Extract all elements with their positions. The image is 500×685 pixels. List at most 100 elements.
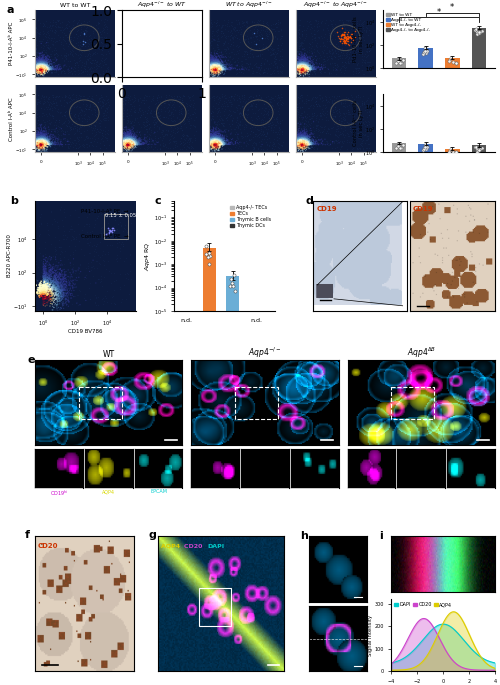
Point [215,145,223,155]
Point [303,136,311,147]
Point [359,117,367,128]
Point [26,64,34,75]
Point [39,136,47,147]
Point [212,63,220,74]
Point [36,138,44,149]
Point [125,136,133,147]
Point [211,49,219,60]
Point [126,132,134,142]
Point [32,138,40,149]
Point [209,137,217,148]
Point [301,122,309,133]
Point [354,67,362,78]
Point [300,61,308,72]
Point [210,64,218,75]
Point [300,58,308,68]
Point [104,66,112,77]
Point [32,139,40,150]
Point [48,89,56,100]
Point [64,49,72,60]
Point [120,129,128,140]
Point [44,62,52,73]
Point [302,25,310,36]
Point [121,138,129,149]
Point [300,64,308,75]
Point [136,62,144,73]
Point [126,129,134,140]
Point [295,132,303,143]
Point [296,140,304,151]
Point [274,138,282,149]
Point [181,109,189,120]
Point [122,235,130,246]
Point [296,64,304,75]
Point [261,103,269,114]
Point [342,50,350,61]
Point [85,64,93,75]
Point [40,282,48,293]
Point [126,63,134,74]
Point [50,144,58,155]
Point [24,62,32,73]
Point [302,138,310,149]
Point [38,284,46,295]
Point [40,285,48,296]
Point [42,62,50,73]
Point [213,139,221,150]
Point [57,285,65,296]
Point [300,138,308,149]
Point [38,58,46,69]
Point [76,107,84,118]
Point [256,46,264,57]
Point [132,139,140,150]
Point [205,136,213,147]
Point [211,137,219,148]
Point [52,278,60,289]
Point [50,282,58,292]
Point [162,140,170,151]
Point [123,62,131,73]
Point [40,281,48,292]
Point [184,51,192,62]
Point [220,64,228,75]
Point [117,137,125,148]
Point [121,59,129,70]
Point [54,106,62,117]
Point [54,292,62,303]
Point [212,137,220,148]
Point [289,141,297,152]
Point [69,282,77,292]
Point [118,59,126,70]
Point [216,64,224,75]
Point [54,124,62,135]
Point [124,124,132,135]
Point [43,136,51,147]
Point [23,136,31,147]
Point [214,64,222,75]
Point [298,130,306,141]
Point [354,47,362,58]
Point [342,62,349,73]
Point [210,134,218,145]
Point [96,271,104,282]
Point [35,56,43,67]
Point [100,55,108,66]
Point [262,43,270,54]
Point [148,27,156,38]
Point [274,42,282,53]
Point [172,136,180,147]
Point [29,129,37,140]
Point [40,282,48,292]
Point [294,137,302,148]
Point [295,142,303,153]
Point [340,29,347,40]
Point [238,55,246,66]
Point [37,64,45,75]
Point [132,61,140,72]
Point [274,105,282,116]
Point [103,136,111,147]
Point [312,112,320,123]
Point [72,58,80,68]
Point [36,60,44,71]
Point [118,59,126,70]
